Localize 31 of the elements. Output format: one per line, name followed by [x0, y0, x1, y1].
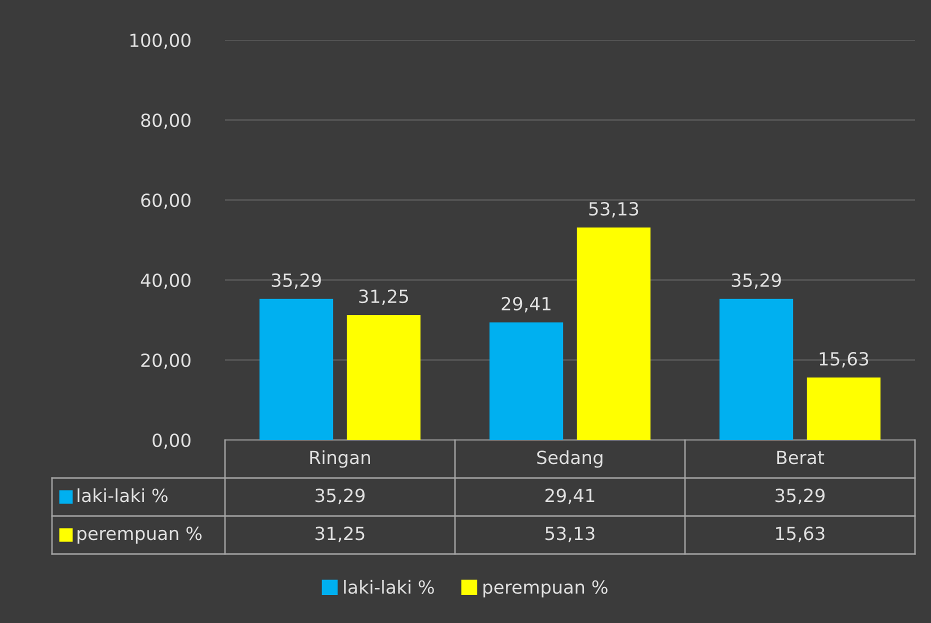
text: 15,63 [820, 352, 868, 368]
text: laki-laki % [344, 580, 434, 594]
text: perempuan % [78, 526, 202, 544]
text: 31,25 [359, 290, 408, 306]
text: 35,29 [732, 273, 781, 289]
legend-label: perempuan % [484, 580, 608, 598]
data-label: 35,29 [316, 488, 365, 504]
y-tick-label: 40,00 [140, 273, 190, 289]
x-tick-label: Berat [777, 450, 824, 464]
bar [490, 322, 564, 440]
text: 53,13 [589, 202, 638, 218]
x-tick-label: Sedang [537, 450, 602, 468]
bar [576, 227, 650, 440]
text: 29,41 [502, 296, 550, 312]
bar [806, 377, 880, 440]
data-label: 35,29 [776, 488, 825, 504]
x-tick-label: Ringan [310, 450, 370, 468]
bar [260, 298, 334, 440]
data-label: 15,63 [776, 526, 824, 542]
data-label: 53,13 [546, 526, 594, 542]
y-tick-label: 60,00 [141, 193, 190, 209]
bar [720, 298, 794, 440]
y-tick-label: 80,00 [141, 113, 190, 129]
bar [346, 315, 420, 440]
data-label: 29,41 [545, 488, 594, 504]
text: 35,29 [272, 273, 321, 289]
legend-label: laki-laki % [78, 488, 168, 502]
y-tick-label: 20,00 [141, 353, 190, 369]
y-tick-label: 100,00 [130, 33, 190, 49]
y-tick-label: 0,00 [152, 433, 190, 449]
data-label: 31,25 [316, 526, 364, 542]
